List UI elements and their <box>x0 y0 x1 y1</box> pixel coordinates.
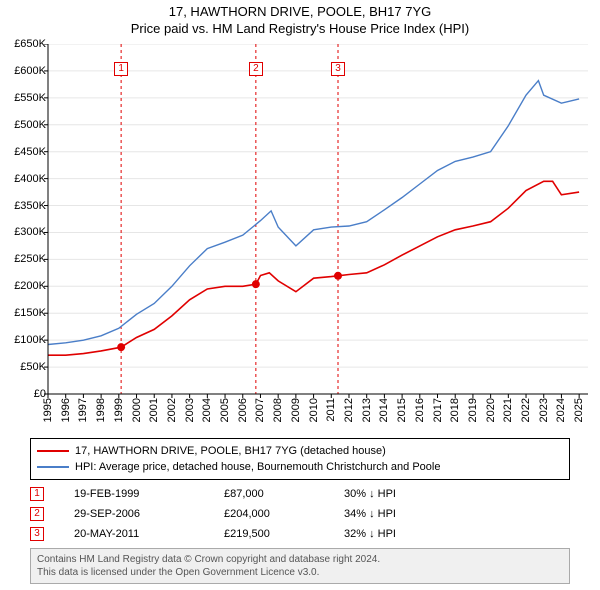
x-tick-label: 2001 <box>148 398 160 422</box>
x-tick-label: 1999 <box>113 398 125 422</box>
chart-container: 17, HAWTHORN DRIVE, POOLE, BH17 7YG Pric… <box>0 0 600 590</box>
y-tick-label: £400K <box>2 173 46 185</box>
transaction-marker: 2 <box>30 507 44 521</box>
y-tick-label: £150K <box>2 307 46 319</box>
legend-item-1: HPI: Average price, detached house, Bour… <box>37 459 563 475</box>
vline-marker-box: 2 <box>249 62 263 76</box>
x-tick-label: 2003 <box>184 398 196 422</box>
transaction-date: 19-FEB-1999 <box>74 488 224 500</box>
y-tick-label: £350K <box>2 200 46 212</box>
transaction-price: £87,000 <box>224 488 344 500</box>
transaction-date: 20-MAY-2011 <box>74 528 224 540</box>
legend-label-1: HPI: Average price, detached house, Bour… <box>75 461 440 473</box>
x-tick-label: 1995 <box>42 398 54 422</box>
legend: 17, HAWTHORN DRIVE, POOLE, BH17 7YG (det… <box>30 438 570 480</box>
y-tick-label: £650K <box>2 38 46 50</box>
x-tick-label: 2022 <box>520 398 532 422</box>
x-tick-label: 2007 <box>254 398 266 422</box>
transactions-table: 1 19-FEB-1999£87,00030% ↓ HPI 2 29-SEP-2006… <box>30 484 570 544</box>
x-tick-label: 2023 <box>538 398 550 422</box>
y-tick-label: £450K <box>2 146 46 158</box>
x-tick-label: 2000 <box>131 398 143 422</box>
x-tick-label: 2011 <box>325 398 337 422</box>
transaction-marker: 3 <box>30 527 44 541</box>
transaction-marker: 1 <box>30 487 44 501</box>
y-tick-label: £300K <box>2 226 46 238</box>
vline-marker-box: 3 <box>331 62 345 76</box>
y-tick-label: £550K <box>2 92 46 104</box>
x-tick-label: 2014 <box>378 398 390 422</box>
x-tick-label: 2024 <box>555 398 567 422</box>
legend-swatch-1 <box>37 466 69 468</box>
y-tick-label: £100K <box>2 334 46 346</box>
footer-line2: This data is licensed under the Open Gov… <box>37 566 563 579</box>
transaction-row: 2 29-SEP-2006£204,00034% ↓ HPI <box>30 504 570 524</box>
y-tick-label: £250K <box>2 253 46 265</box>
y-tick-label: £500K <box>2 119 46 131</box>
transaction-hpi-delta: 30% ↓ HPI <box>344 488 464 500</box>
legend-label-0: 17, HAWTHORN DRIVE, POOLE, BH17 7YG (det… <box>75 445 386 457</box>
x-tick-label: 2019 <box>467 398 479 422</box>
x-tick-label: 2006 <box>237 398 249 422</box>
x-tick-label: 2009 <box>290 398 302 422</box>
transaction-price: £219,500 <box>224 528 344 540</box>
x-tick-label: 2013 <box>361 398 373 422</box>
chart-svg <box>44 44 588 398</box>
y-tick-label: £600K <box>2 65 46 77</box>
title-block: 17, HAWTHORN DRIVE, POOLE, BH17 7YG Pric… <box>0 0 600 36</box>
x-tick-label: 2025 <box>573 398 585 422</box>
transaction-row: 3 20-MAY-2011£219,50032% ↓ HPI <box>30 524 570 544</box>
x-tick-label: 1997 <box>77 398 89 422</box>
title-line1: 17, HAWTHORN DRIVE, POOLE, BH17 7YG <box>0 4 600 19</box>
x-tick-label: 2021 <box>502 398 514 422</box>
x-tick-label: 2015 <box>396 398 408 422</box>
footer-attribution: Contains HM Land Registry data © Crown c… <box>30 548 570 584</box>
x-tick-label: 2016 <box>414 398 426 422</box>
x-tick-label: 2017 <box>432 398 444 422</box>
chart-plot-area <box>48 44 588 394</box>
title-line2: Price paid vs. HM Land Registry's House … <box>0 21 600 36</box>
x-tick-label: 2004 <box>201 398 213 422</box>
footer-line1: Contains HM Land Registry data © Crown c… <box>37 553 563 566</box>
transaction-date: 29-SEP-2006 <box>74 508 224 520</box>
legend-item-0: 17, HAWTHORN DRIVE, POOLE, BH17 7YG (det… <box>37 443 563 459</box>
transaction-price: £204,000 <box>224 508 344 520</box>
x-tick-label: 2018 <box>449 398 461 422</box>
x-tick-label: 2008 <box>272 398 284 422</box>
y-tick-label: £0 <box>2 388 46 400</box>
y-tick-label: £200K <box>2 280 46 292</box>
x-tick-label: 2020 <box>485 398 497 422</box>
x-tick-label: 2010 <box>308 398 320 422</box>
legend-swatch-0 <box>37 450 69 452</box>
x-tick-label: 2005 <box>219 398 231 422</box>
vline-marker-box: 1 <box>114 62 128 76</box>
y-tick-label: £50K <box>2 361 46 373</box>
x-tick-label: 2002 <box>166 398 178 422</box>
x-tick-label: 2012 <box>343 398 355 422</box>
x-tick-label: 1998 <box>95 398 107 422</box>
transaction-row: 1 19-FEB-1999£87,00030% ↓ HPI <box>30 484 570 504</box>
transaction-hpi-delta: 32% ↓ HPI <box>344 528 464 540</box>
transaction-hpi-delta: 34% ↓ HPI <box>344 508 464 520</box>
x-tick-label: 1996 <box>60 398 72 422</box>
